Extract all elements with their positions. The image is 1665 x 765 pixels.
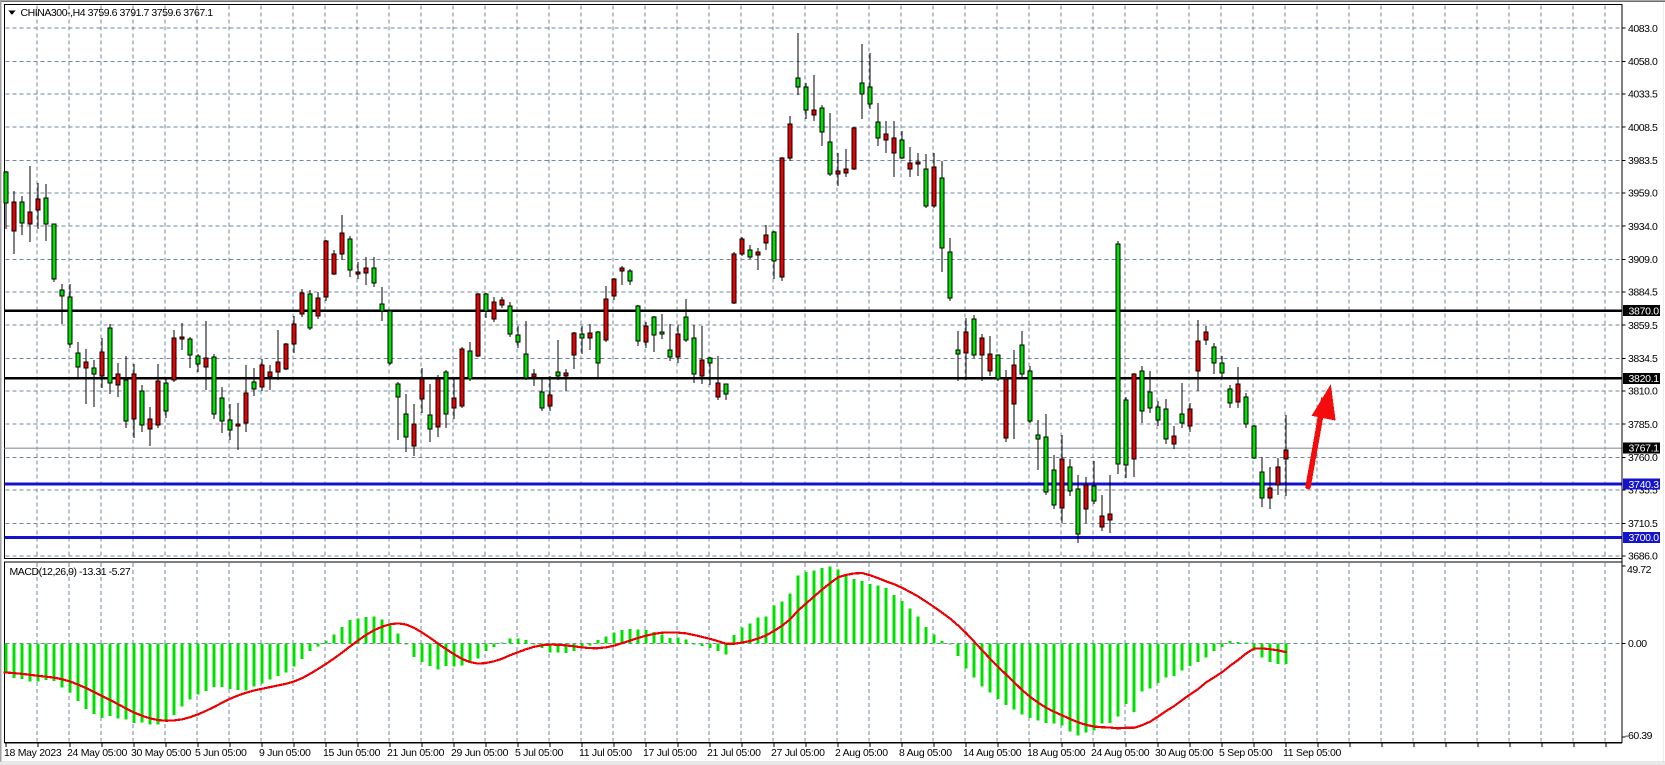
svg-text:3767.1: 3767.1 <box>1629 443 1660 455</box>
svg-text:3785.0: 3785.0 <box>1628 419 1658 431</box>
svg-text:3959.0: 3959.0 <box>1628 188 1658 200</box>
svg-text:3870.0: 3870.0 <box>1629 305 1660 317</box>
svg-text:14 Aug 05:00: 14 Aug 05:00 <box>963 747 1022 759</box>
svg-text:3700.0: 3700.0 <box>1629 532 1660 544</box>
svg-text:5 Sep 05:00: 5 Sep 05:00 <box>1219 747 1273 759</box>
svg-text:21 Jul 05:00: 21 Jul 05:00 <box>707 747 761 759</box>
svg-text:21 Jun 05:00: 21 Jun 05:00 <box>387 747 445 759</box>
svg-text:30 May 05:00: 30 May 05:00 <box>131 747 191 759</box>
svg-text:29 Jun 05:00: 29 Jun 05:00 <box>451 747 509 759</box>
svg-text:3740.3: 3740.3 <box>1629 479 1660 491</box>
svg-text:15 Jun 05:00: 15 Jun 05:00 <box>323 747 381 759</box>
svg-text:30 Aug 05:00: 30 Aug 05:00 <box>1155 747 1214 759</box>
svg-text:3810.0: 3810.0 <box>1628 386 1658 398</box>
svg-text:49.72: 49.72 <box>1627 564 1652 576</box>
svg-text:27 Jul 05:00: 27 Jul 05:00 <box>771 747 825 759</box>
svg-text:3686.0: 3686.0 <box>1628 550 1658 562</box>
svg-text:8 Aug 05:00: 8 Aug 05:00 <box>899 747 952 759</box>
svg-text:3834.5: 3834.5 <box>1628 353 1658 365</box>
svg-text:3760.0: 3760.0 <box>1628 452 1658 464</box>
svg-text:3884.5: 3884.5 <box>1628 287 1658 299</box>
svg-text:3859.5: 3859.5 <box>1628 320 1658 332</box>
svg-text:5 Jul 05:00: 5 Jul 05:00 <box>515 747 564 759</box>
svg-text:4008.5: 4008.5 <box>1628 122 1658 134</box>
svg-text:2 Aug 05:00: 2 Aug 05:00 <box>835 747 888 759</box>
svg-text:4033.5: 4033.5 <box>1628 89 1658 101</box>
svg-text:18 May 2023: 18 May 2023 <box>4 747 62 759</box>
svg-text:3934.0: 3934.0 <box>1628 221 1658 233</box>
svg-text:24 Aug 05:00: 24 Aug 05:00 <box>1091 747 1150 759</box>
svg-text:9 Jun 05:00: 9 Jun 05:00 <box>259 747 311 759</box>
svg-text:5 Jun 05:00: 5 Jun 05:00 <box>195 747 247 759</box>
svg-text:3983.5: 3983.5 <box>1628 155 1658 167</box>
svg-text:3820.1: 3820.1 <box>1629 373 1660 385</box>
svg-text:MACD(12,26,9) -13.31 -5.27: MACD(12,26,9) -13.31 -5.27 <box>10 566 131 578</box>
svg-text:0.00: 0.00 <box>1628 638 1647 650</box>
svg-text:3909.0: 3909.0 <box>1628 254 1658 266</box>
svg-text:4083.0: 4083.0 <box>1628 23 1658 35</box>
svg-text:CHINA300-,H4 3759.6 3791.7 37: CHINA300-,H4 3759.6 3791.7 3759.6 3767.1 <box>21 7 214 19</box>
svg-text:18 Aug 05:00: 18 Aug 05:00 <box>1027 747 1086 759</box>
svg-text:24 May 05:00: 24 May 05:00 <box>67 747 127 759</box>
svg-text:-60.39: -60.39 <box>1625 730 1653 742</box>
svg-text:4058.0: 4058.0 <box>1628 56 1658 68</box>
svg-text:3710.5: 3710.5 <box>1628 518 1658 530</box>
svg-text:11 Sep 05:00: 11 Sep 05:00 <box>1283 747 1342 759</box>
svg-text:17 Jul 05:00: 17 Jul 05:00 <box>643 747 697 759</box>
svg-text:11 Jul 05:00: 11 Jul 05:00 <box>579 747 632 759</box>
